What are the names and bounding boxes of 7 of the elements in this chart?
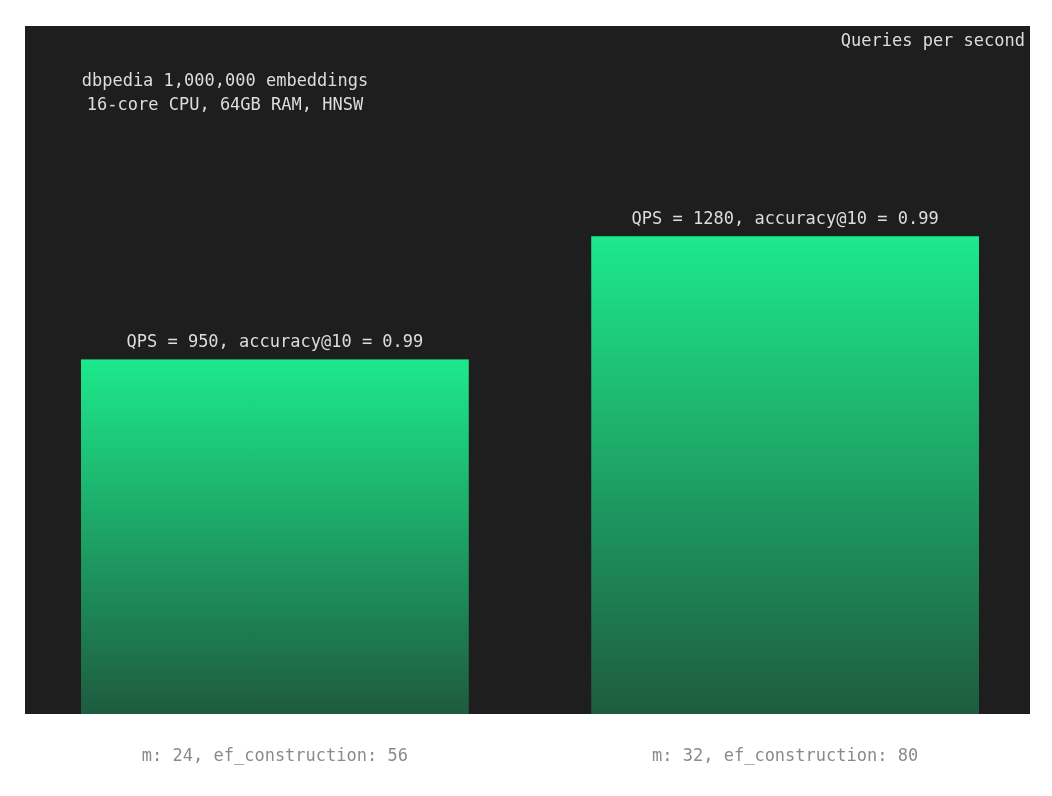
data-label: QPS = 1280, accuracy@10 = 0.99 (631, 208, 939, 229)
text: Queries per second (840, 30, 1025, 50)
x-tick-label: m: 32, ef_construction: 80 (652, 745, 919, 765)
data-label: QPS = 950, accuracy@10 = 0.99 (126, 331, 424, 352)
x-tick-label: m: 24, ef_construction: 56 (141, 745, 408, 765)
chart-title: dbpedia 1,000,000 embeddings (81, 70, 369, 90)
chart-subtitle: 16-core CPU, 64GB RAM, HNSW (86, 94, 364, 114)
